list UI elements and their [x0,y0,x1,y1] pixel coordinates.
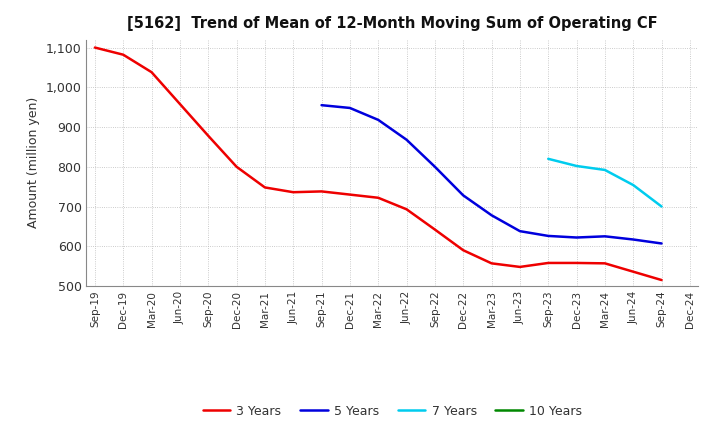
3 Years [600,261,609,266]
3 Years [657,277,666,282]
5 Years [657,241,666,246]
3 Years [431,227,439,232]
7 Years [544,156,552,161]
5 Years [374,117,382,122]
Line: 7 Years: 7 Years [548,159,662,206]
5 Years [572,235,581,240]
Y-axis label: Amount (million yen): Amount (million yen) [27,97,40,228]
3 Years [487,261,496,266]
5 Years [346,105,354,110]
5 Years [516,228,524,234]
Line: 3 Years: 3 Years [95,48,662,280]
3 Years [233,164,241,169]
3 Years [289,190,297,195]
3 Years [148,70,156,75]
3 Years [204,133,212,139]
3 Years [261,185,269,190]
5 Years [318,103,326,108]
7 Years [600,167,609,172]
3 Years [346,192,354,197]
5 Years [600,234,609,239]
3 Years [572,260,581,266]
3 Years [91,45,99,50]
Legend: 3 Years, 5 Years, 7 Years, 10 Years: 3 Years, 5 Years, 7 Years, 10 Years [198,400,587,423]
5 Years [487,213,496,218]
5 Years [629,237,637,242]
Line: 5 Years: 5 Years [322,105,662,243]
3 Years [544,260,552,266]
3 Years [176,101,184,106]
7 Years [657,204,666,209]
5 Years [544,233,552,238]
3 Years [374,195,382,200]
5 Years [402,137,411,143]
3 Years [459,248,467,253]
3 Years [402,207,411,212]
Title: [5162]  Trend of Mean of 12-Month Moving Sum of Operating CF: [5162] Trend of Mean of 12-Month Moving … [127,16,657,32]
5 Years [431,164,439,169]
3 Years [629,269,637,274]
5 Years [459,193,467,198]
3 Years [318,189,326,194]
7 Years [572,163,581,169]
3 Years [119,52,127,57]
3 Years [516,264,524,270]
7 Years [629,183,637,188]
